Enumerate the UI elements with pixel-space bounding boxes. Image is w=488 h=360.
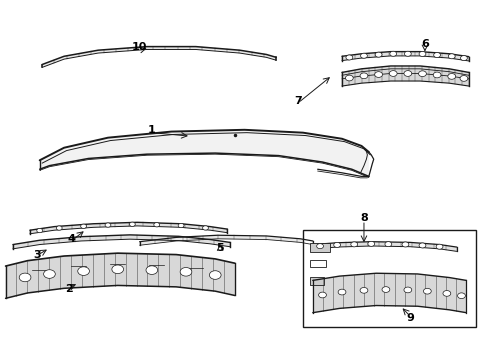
Circle shape xyxy=(388,71,396,76)
Circle shape xyxy=(37,228,42,233)
Circle shape xyxy=(146,266,158,274)
Circle shape xyxy=(403,71,411,76)
Text: 8: 8 xyxy=(359,213,367,222)
Polygon shape xyxy=(13,235,229,249)
Bar xyxy=(310,243,329,252)
Circle shape xyxy=(404,51,410,56)
Text: 9: 9 xyxy=(406,313,413,323)
Circle shape xyxy=(345,55,352,60)
Text: 6: 6 xyxy=(420,39,428,49)
Circle shape xyxy=(389,51,396,56)
Circle shape xyxy=(178,224,183,228)
Circle shape xyxy=(433,53,440,58)
Bar xyxy=(303,230,475,327)
Circle shape xyxy=(129,222,135,226)
Circle shape xyxy=(202,226,208,230)
Circle shape xyxy=(154,222,159,227)
Polygon shape xyxy=(30,222,227,234)
Circle shape xyxy=(381,287,389,292)
Circle shape xyxy=(359,73,367,79)
Circle shape xyxy=(432,72,440,78)
Circle shape xyxy=(447,73,455,79)
Text: 2: 2 xyxy=(65,284,73,294)
Circle shape xyxy=(459,76,467,81)
Circle shape xyxy=(384,242,391,247)
Circle shape xyxy=(350,242,357,247)
Circle shape xyxy=(19,273,31,282)
Circle shape xyxy=(418,243,425,248)
Circle shape xyxy=(418,51,425,57)
Circle shape xyxy=(78,267,89,275)
Circle shape xyxy=(43,270,55,278)
Polygon shape xyxy=(40,130,368,176)
Circle shape xyxy=(447,54,454,59)
Circle shape xyxy=(423,288,430,294)
Bar xyxy=(310,260,326,267)
Polygon shape xyxy=(140,235,312,245)
Circle shape xyxy=(418,71,426,77)
Circle shape xyxy=(442,291,450,296)
Circle shape xyxy=(112,265,123,274)
Polygon shape xyxy=(312,242,456,251)
Text: 5: 5 xyxy=(216,243,224,253)
Polygon shape xyxy=(5,253,234,298)
Polygon shape xyxy=(42,46,276,67)
Polygon shape xyxy=(341,51,468,61)
Circle shape xyxy=(209,271,221,279)
Circle shape xyxy=(345,75,352,81)
Text: 3: 3 xyxy=(33,250,41,260)
Polygon shape xyxy=(312,273,466,313)
Circle shape xyxy=(403,287,411,293)
Polygon shape xyxy=(341,66,468,86)
Circle shape xyxy=(360,53,366,58)
Bar xyxy=(310,277,324,285)
Circle shape xyxy=(81,224,86,228)
Text: 10: 10 xyxy=(132,42,147,52)
Circle shape xyxy=(316,244,323,249)
Text: 1: 1 xyxy=(148,125,155,135)
Circle shape xyxy=(337,289,345,295)
Text: 4: 4 xyxy=(67,234,75,244)
Circle shape xyxy=(56,226,62,230)
Circle shape xyxy=(435,244,442,249)
Circle shape xyxy=(374,52,381,57)
Circle shape xyxy=(318,292,326,298)
Circle shape xyxy=(367,241,374,246)
Circle shape xyxy=(105,223,111,227)
Text: 7: 7 xyxy=(294,96,302,106)
Circle shape xyxy=(333,242,340,247)
Circle shape xyxy=(180,267,191,276)
Circle shape xyxy=(401,242,408,247)
Circle shape xyxy=(457,293,465,298)
Circle shape xyxy=(374,72,382,77)
Circle shape xyxy=(460,55,467,60)
Circle shape xyxy=(359,288,367,293)
